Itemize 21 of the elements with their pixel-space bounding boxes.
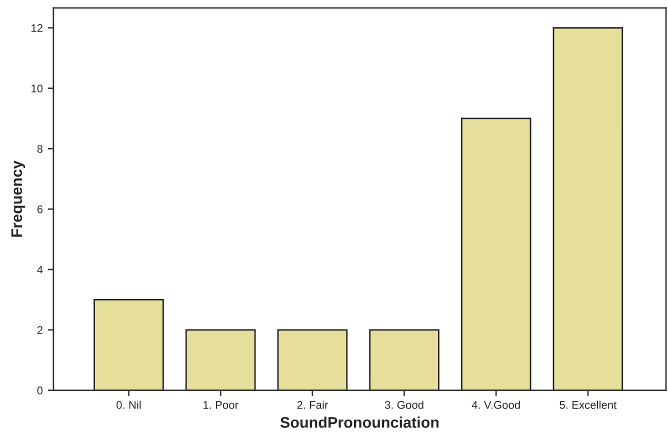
bar [94, 298, 164, 390]
bar [369, 329, 440, 390]
x-axis-title: SoundPronounciation [280, 416, 439, 428]
x-tick-label: 0. Nil [116, 400, 141, 409]
x-tick-label: 5. Excellent [560, 400, 617, 409]
bar [460, 118, 532, 390]
y-axis-title: Frequency [11, 160, 26, 237]
y-tick-label: 6 [37, 205, 43, 214]
bar [185, 329, 256, 390]
bar [277, 329, 348, 390]
y-tick-label: 2 [37, 326, 42, 334]
y-tick-label: 12 [32, 24, 42, 32]
y-tick-label: 10 [32, 84, 43, 92]
y-tick-label: 8 [37, 144, 43, 153]
x-tick-label: 3. Good [384, 400, 424, 409]
x-tick-label: 1. Poor [204, 401, 238, 409]
y-tick-label: 4 [37, 266, 43, 274]
x-tick-label: 4. V.Good [472, 400, 520, 409]
bar [552, 27, 624, 390]
y-tick-label: 0 [37, 386, 43, 394]
x-tick-label: 2. Fair [297, 400, 328, 409]
